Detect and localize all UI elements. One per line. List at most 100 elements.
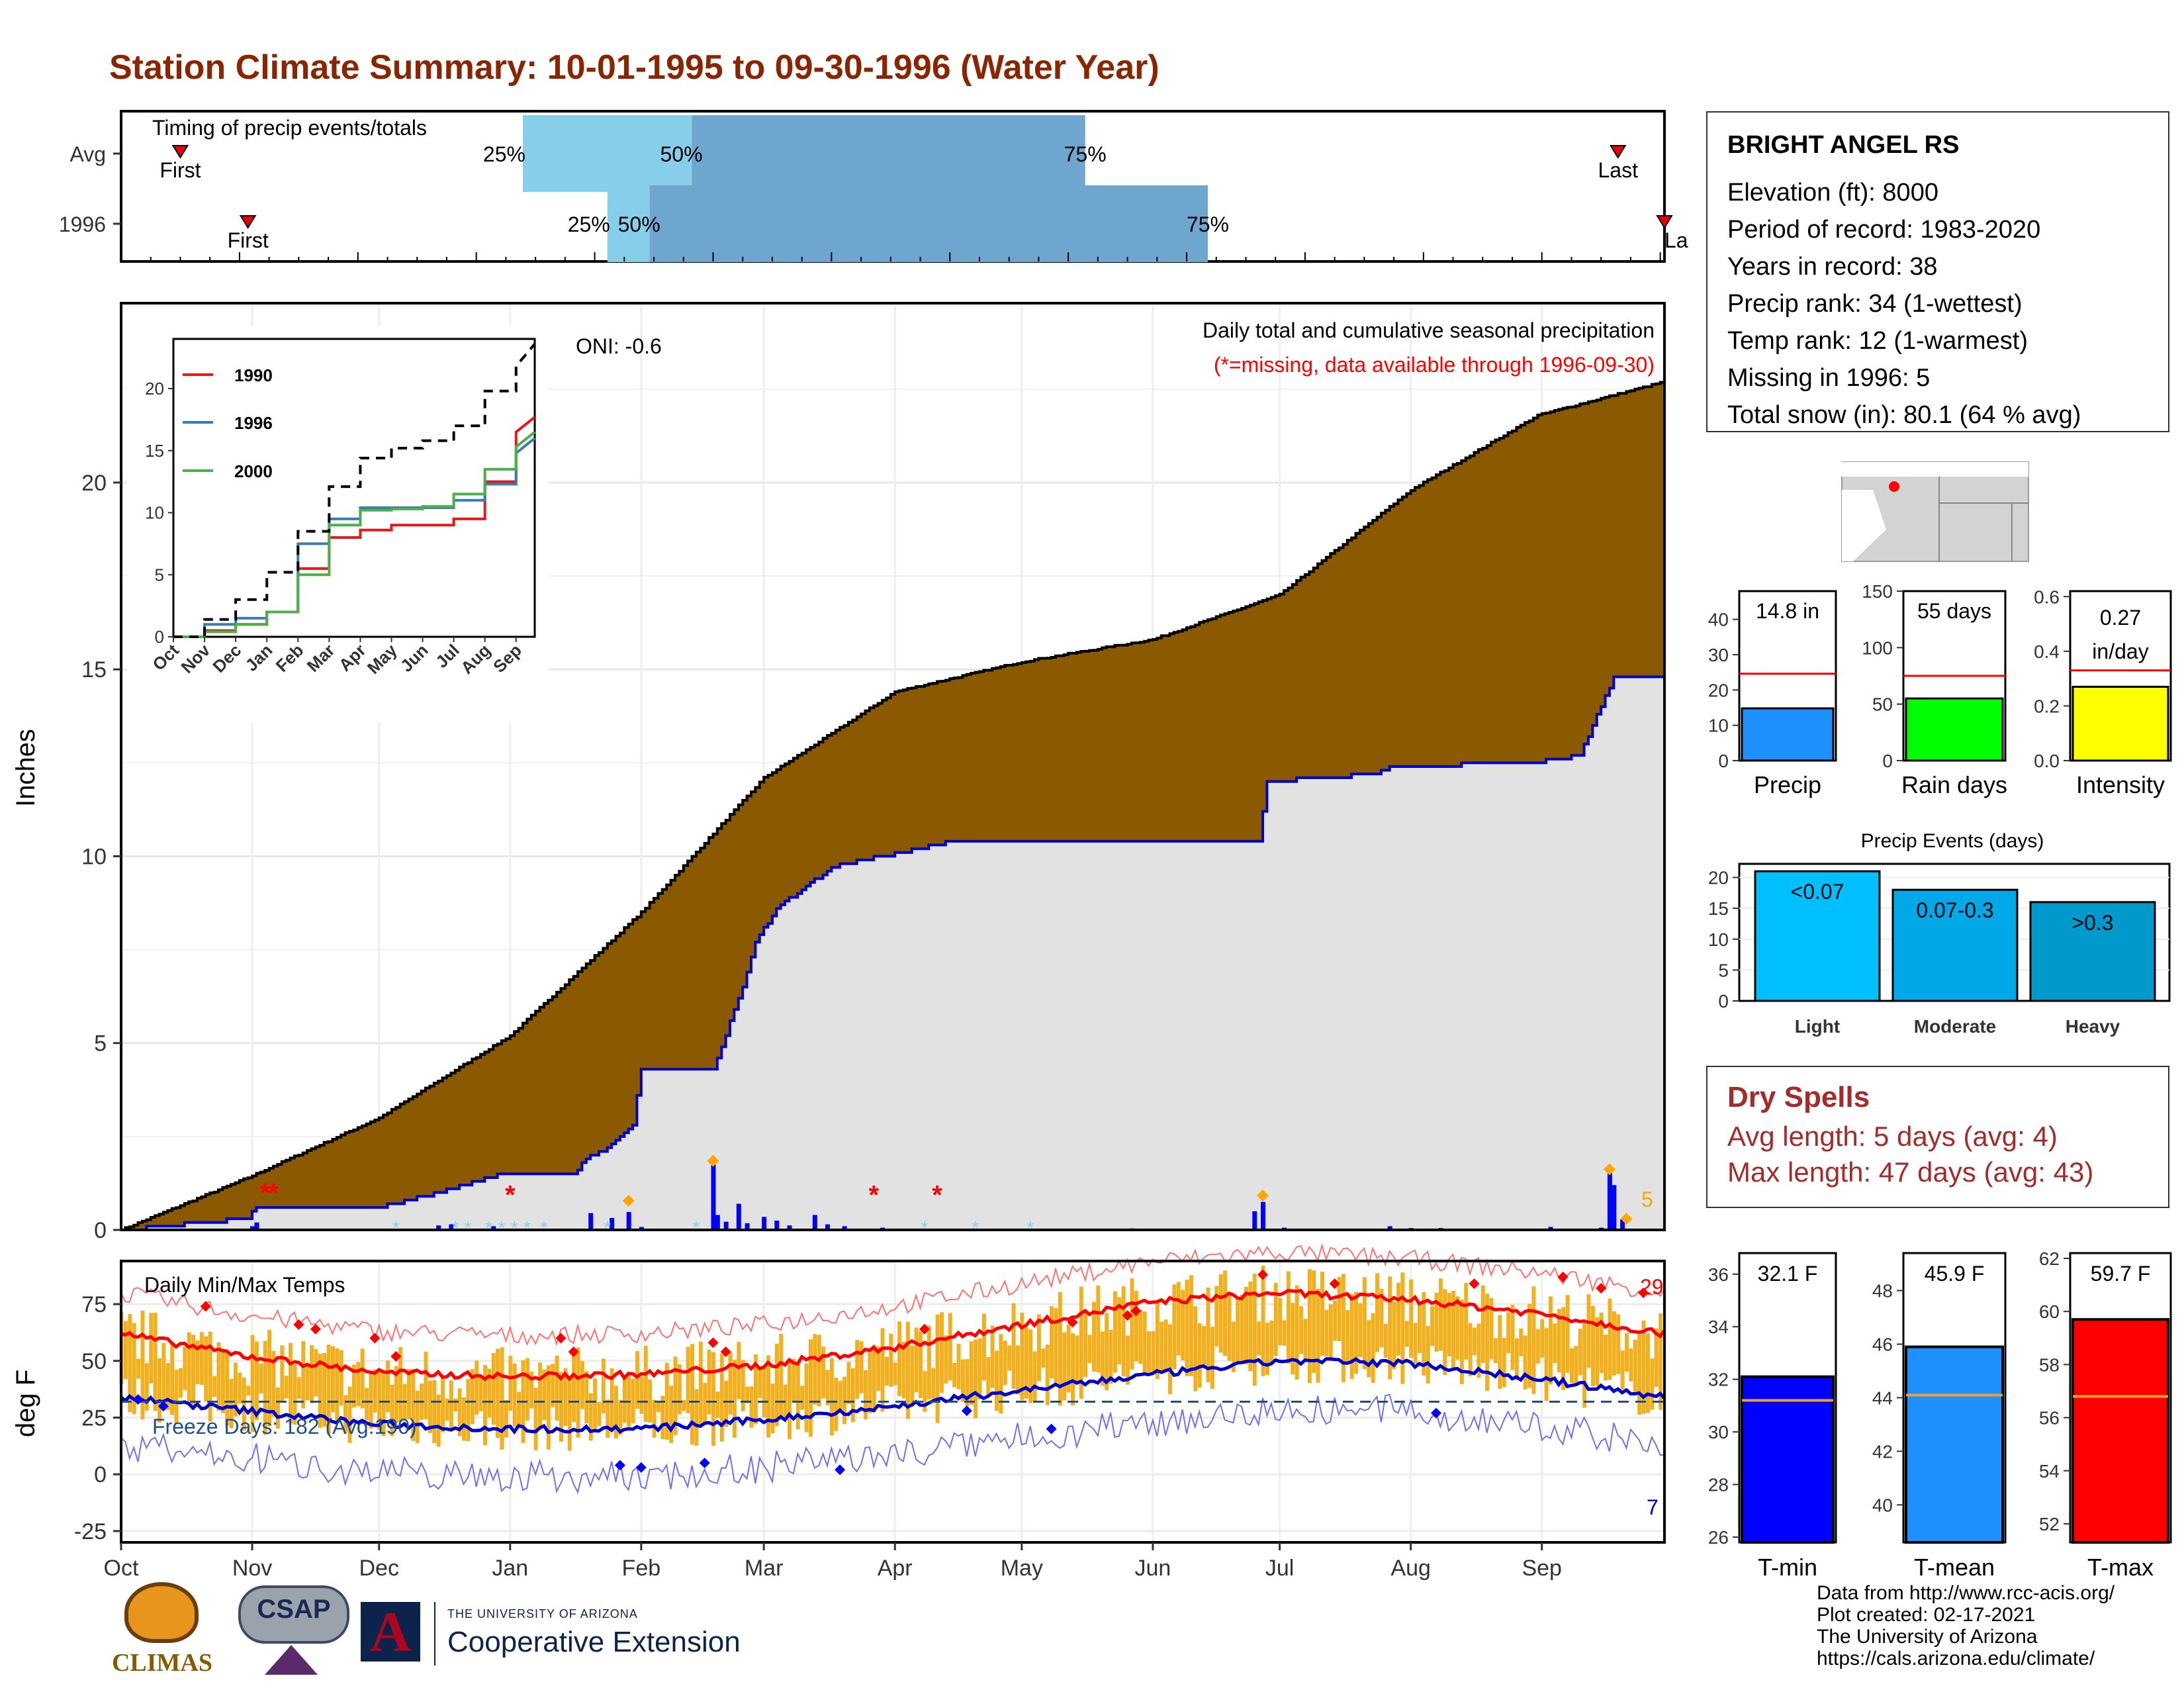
daily-temp-range-bar (259, 1363, 263, 1394)
temp-summary-bar (1741, 1375, 1835, 1544)
daily-temp-range-bar (939, 1312, 944, 1393)
daily-temp-range-bar (1595, 1317, 1600, 1386)
timing-bar-q25-q50 (522, 115, 692, 192)
daily-temp-range-bar (1050, 1306, 1054, 1379)
daily-temp-range-bar (779, 1333, 784, 1417)
daily-temp-range-bar (677, 1364, 682, 1415)
station-line: Precip rank: 34 (1-wettest) (1727, 290, 2023, 318)
region-map-top (1840, 462, 2028, 477)
temp-summary-y-tick-label: 62 (2039, 1248, 2060, 1269)
daily-temp-range-bar (631, 1378, 635, 1424)
record-low-marker (1430, 1407, 1441, 1419)
daily-temp-range-bar (1176, 1282, 1181, 1356)
daily-temp-range-bar (648, 1379, 653, 1423)
temp-y-tick-label: -25 (74, 1519, 107, 1544)
daily-temp-range-bar (897, 1321, 902, 1396)
daily-temp-range-bar (1126, 1335, 1130, 1385)
daily-temp-range-bar (813, 1334, 817, 1405)
daily-temp-range-bar (745, 1386, 750, 1404)
daily-temp-range-bar (914, 1327, 919, 1393)
daily-temp-range-bar (1590, 1305, 1595, 1387)
daily-temp-range-bar (719, 1354, 724, 1442)
last-event-label: La (1664, 228, 1688, 252)
temp-summary-bar (2071, 1318, 2169, 1544)
daily-temp-range-bar (838, 1381, 842, 1411)
station-info-box: BRIGHT ANGEL RS Elevation (ft): 8000 Per… (1706, 111, 2169, 432)
daily-temp-range-bar (923, 1371, 927, 1412)
daily-temp-range-bar (1091, 1301, 1096, 1372)
daily-temp-range-bar (635, 1351, 639, 1409)
daily-temp-range-bar (1629, 1348, 1633, 1382)
daily-temp-range-bar (1117, 1297, 1122, 1365)
daily-precip-bar (774, 1220, 780, 1230)
daily-temp-range-bar (1197, 1323, 1202, 1388)
daily-temp-range-bar (487, 1368, 492, 1418)
climas-logo: CLIMAS (106, 1582, 218, 1681)
daily-temp-range-bar (1523, 1335, 1527, 1389)
daily-precip-bar (254, 1222, 259, 1230)
inset-series-line (173, 343, 536, 638)
daily-temp-range-bar (178, 1368, 183, 1398)
daily-temp-range-bar (453, 1398, 458, 1412)
daily-temp-range-bar (1328, 1304, 1333, 1361)
daily-temp-range-bar (559, 1372, 563, 1442)
mini-y-tick-label: 30 (1708, 645, 1729, 665)
daily-temp-range-bar (462, 1397, 467, 1441)
daily-temp-range-bar (132, 1323, 136, 1415)
mini-bar-x-label: Rain days (1901, 771, 2007, 798)
daily-temp-range-bar (1659, 1313, 1663, 1410)
temp-summary-y-tick-label: 54 (2039, 1461, 2060, 1481)
daily-temp-range-bar (140, 1310, 145, 1420)
daily-temp-range-bar (1337, 1277, 1342, 1341)
daily-temp-range-bar (728, 1352, 733, 1415)
precip-events-y-tick-label: 0 (1718, 991, 1729, 1011)
record-low-marker (1046, 1423, 1057, 1434)
main-y-tick-label: 20 (81, 471, 107, 496)
daily-temp-range-bar (1303, 1319, 1308, 1359)
record-high-marker (293, 1319, 304, 1330)
ua-small-text: THE UNIVERSITY OF ARIZONA (447, 1607, 638, 1620)
heavy-event-marker (707, 1154, 719, 1167)
daily-temp-range-bar (597, 1401, 602, 1426)
temp-y-tick-label: 25 (81, 1405, 107, 1430)
last-event-label: Last (1598, 158, 1638, 182)
snow-day-marker: * (972, 1217, 979, 1238)
daily-temp-range-bar (1586, 1294, 1591, 1368)
daily-temp-range-bar (965, 1359, 970, 1407)
daily-temp-range-bar (1269, 1320, 1274, 1364)
daily-temp-range-bar (614, 1385, 619, 1439)
precip-events-y-tick-label: 10 (1708, 929, 1729, 950)
daily-temp-range-bar (1413, 1323, 1418, 1364)
daily-temp-range-bar (1472, 1327, 1477, 1356)
record-high-marker (1469, 1278, 1480, 1289)
daily-temp-range-bar (1286, 1271, 1291, 1364)
daily-temp-range-bar (1075, 1335, 1079, 1383)
daily-temp-range-bar (999, 1334, 1003, 1414)
daily-precip-bar (449, 1224, 454, 1230)
precip-event-bar (2029, 901, 2156, 1002)
daily-precip-bar (588, 1213, 594, 1230)
daily-temp-range-bar (1282, 1320, 1287, 1346)
record-high-marker (1596, 1283, 1607, 1294)
daily-temp-range-bar (927, 1325, 931, 1399)
daily-temp-range-bar (478, 1376, 483, 1411)
daily-temp-range-bar (732, 1360, 737, 1438)
daily-temp-range-bar (855, 1339, 860, 1399)
first-event-label: First (159, 158, 201, 182)
daily-temp-range-bar (216, 1342, 221, 1411)
daily-temp-range-bar (1345, 1309, 1350, 1362)
daily-temp-range-bar (711, 1352, 715, 1446)
daily-temp-range-bar (1324, 1309, 1329, 1357)
heavy-event-marker (1620, 1213, 1633, 1225)
daily-temp-range-bar (1138, 1309, 1143, 1364)
average-cumulative-line (121, 381, 1666, 1231)
daily-temp-range-bar (212, 1376, 217, 1397)
daily-temp-range-bar (1451, 1290, 1456, 1368)
daily-temp-range-bar (919, 1331, 923, 1398)
daily-temp-range-bar (1218, 1274, 1223, 1353)
timing-bar-q50-q75 (692, 115, 1085, 192)
daily-precip-bar (762, 1217, 767, 1230)
heavy-event-count: 5 (1641, 1188, 1653, 1211)
